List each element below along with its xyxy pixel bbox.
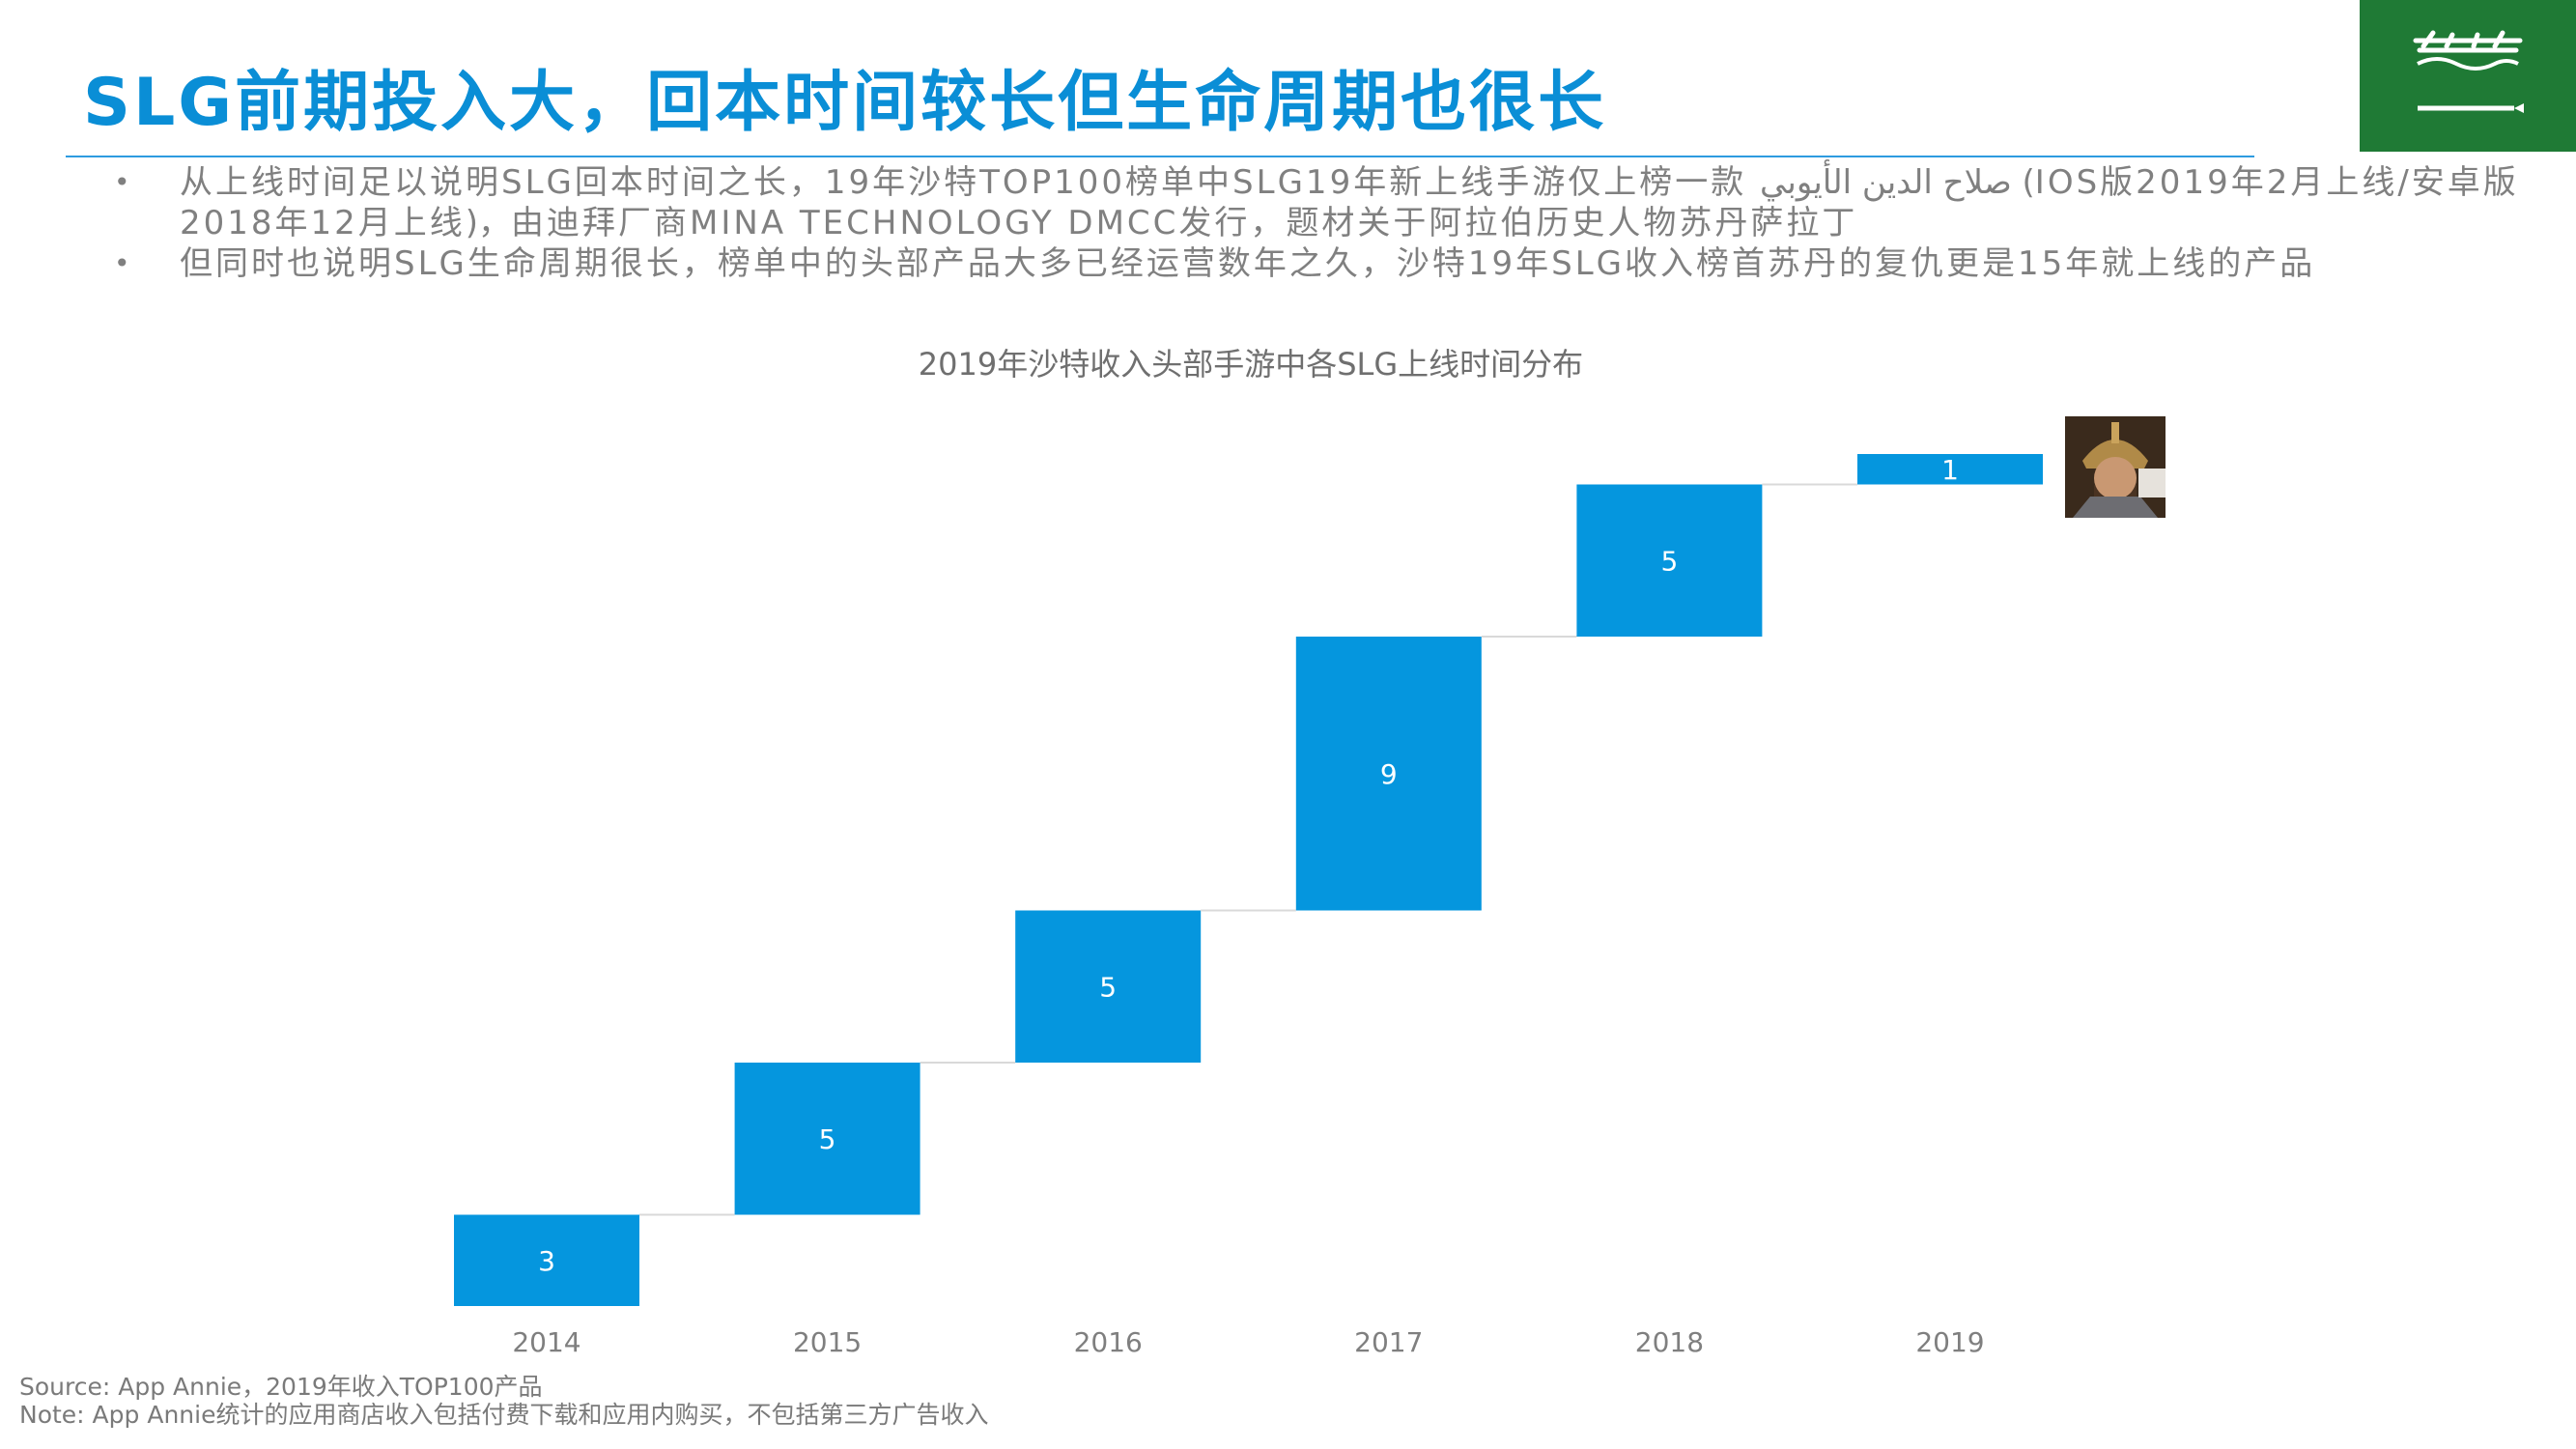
- x-tick-label: 2019: [1915, 1326, 1984, 1358]
- saudi-flag-icon: [2360, 0, 2576, 152]
- bullet-item: • 从上线时间足以说明SLG回本时间之长，19年沙特TOP100榜单中SLG19…: [114, 162, 2558, 243]
- x-tick-label: 2018: [1635, 1326, 1704, 1358]
- note-line: Note: App Annie统计的应用商店收入包括付费下载和应用内购买，不包括…: [19, 1401, 989, 1429]
- x-tick-label: 2016: [1074, 1326, 1143, 1358]
- data-label: 5: [1660, 545, 1678, 577]
- data-label: 1: [1941, 454, 1959, 486]
- bullet-text: 但同时也说明SLG生命周期很长，榜单中的头部产品大多已经运营数年之久，沙特19年…: [180, 244, 2316, 283]
- bar-2019: [1857, 454, 2043, 485]
- chart-title: 2019年沙特收入头部手游中各SLG上线时间分布: [918, 346, 1584, 383]
- data-label: 5: [1099, 971, 1117, 1003]
- source-line: Source: App Annie，2019年收入TOP100产品: [19, 1373, 543, 1401]
- bullet-text: 从上线时间足以说明SLG回本时间之长，19年沙特TOP100榜单中SLG19年新…: [180, 163, 2519, 242]
- bullet-list: • 从上线时间足以说明SLG回本时间之长，19年沙特TOP100榜单中SLG19…: [114, 162, 2558, 284]
- page-title: SLG前期投入大，回本时间较长但生命周期也很长: [83, 65, 1607, 141]
- game-avatar-icon: [2065, 416, 2166, 518]
- bar-2014: [454, 1214, 639, 1306]
- data-label: 9: [1380, 758, 1398, 790]
- bullet-item: • 但同时也说明SLG生命周期很长，榜单中的头部产品大多已经运营数年之久，沙特1…: [114, 243, 2558, 284]
- bar-2017: [1295, 637, 1482, 911]
- source-note: Source: App Annie，2019年收入TOP100产品 Note: …: [19, 1373, 988, 1429]
- bullet-dot-icon: •: [114, 166, 133, 198]
- data-label: 3: [538, 1245, 555, 1277]
- title-divider: [66, 156, 2254, 157]
- bar-2016: [1015, 910, 1202, 1063]
- data-label: 5: [819, 1123, 836, 1155]
- bullet-dot-icon: •: [114, 247, 133, 279]
- x-tick-label: 2015: [793, 1326, 862, 1358]
- bar-2018: [1576, 484, 1763, 637]
- x-tick-label: 2017: [1354, 1326, 1423, 1358]
- x-tick-label: 2014: [512, 1326, 580, 1358]
- bar-2015: [734, 1063, 920, 1215]
